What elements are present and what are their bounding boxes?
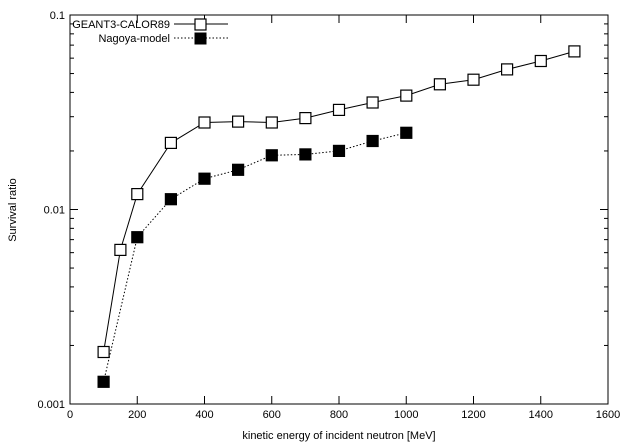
plot-frame <box>69 14 609 405</box>
data-point-nagoya <box>97 375 110 388</box>
data-point-nagoya <box>332 144 346 157</box>
data-point-geant3 <box>332 103 346 117</box>
legend: GEANT3-CALOR89 Nagoya-model <box>72 18 228 45</box>
x-tick-label: 400 <box>195 409 213 421</box>
data-point-geant3 <box>97 345 110 359</box>
data-point-nagoya <box>232 163 245 176</box>
data-point-geant3 <box>232 115 245 128</box>
y-tick-label: 0.1 <box>50 10 65 22</box>
data-point-geant3 <box>299 111 312 125</box>
data-point-nagoya <box>299 148 312 161</box>
x-tick-label: 1600 <box>596 409 620 421</box>
data-point-geant3 <box>568 45 581 58</box>
x-tick-label: 1200 <box>461 409 485 421</box>
x-tick-label: 0 <box>67 409 73 421</box>
data-point-geant3 <box>265 116 278 129</box>
x-tick-label: 1400 <box>529 409 553 421</box>
data-point-geant3 <box>467 73 480 86</box>
legend-marker-nagoya <box>194 32 207 45</box>
y-axis-title: Survival ratio <box>7 178 19 242</box>
data-point-geant3 <box>131 188 144 201</box>
data-point-geant3 <box>433 78 446 91</box>
legend-label-geant3: GEANT3-CALOR89 <box>72 19 170 31</box>
x-tick-label: 600 <box>263 409 281 421</box>
y-tick-label: 0.01 <box>44 205 65 217</box>
series-layer <box>97 45 581 388</box>
series-line-geant3 <box>103 50 575 353</box>
data-point-geant3 <box>164 136 177 149</box>
x-axis-title: kinetic energy of incident neutron [MeV] <box>242 430 435 442</box>
data-point-geant3 <box>114 243 127 256</box>
y-tick-label: 0.001 <box>37 399 65 411</box>
legend-label-nagoya: Nagoya-model <box>98 33 170 45</box>
axis-ticks: 0 200 400 600 800 1000 1200 1400 1600 0.001 0.01 0.… <box>37 10 620 421</box>
data-point-nagoya <box>400 126 413 139</box>
x-tick-label: 800 <box>330 409 348 421</box>
x-tick-label: 200 <box>128 409 146 421</box>
data-point-nagoya <box>366 134 379 148</box>
data-point-nagoya <box>198 172 211 185</box>
data-point-geant3 <box>198 116 211 129</box>
legend-marker-geant3 <box>194 18 207 31</box>
data-point-geant3 <box>501 63 514 76</box>
data-point-nagoya <box>131 231 144 244</box>
data-point-geant3 <box>400 89 413 102</box>
data-point-nagoya <box>164 193 177 206</box>
x-tick-label: 1000 <box>394 409 418 421</box>
series-line-nagoya <box>103 132 407 382</box>
data-point-nagoya <box>265 149 278 162</box>
data-point-geant3 <box>366 96 379 109</box>
data-point-geant3 <box>534 54 547 68</box>
